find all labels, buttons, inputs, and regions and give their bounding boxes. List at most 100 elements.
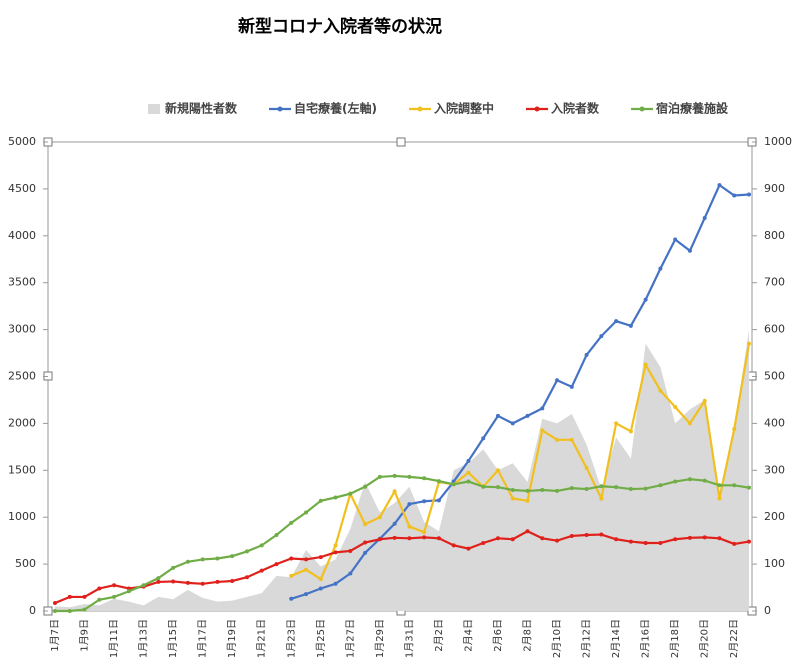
point (304, 592, 309, 597)
point (555, 488, 560, 493)
point (628, 487, 633, 492)
point (658, 540, 663, 545)
x-tick-label: 2月10日 (551, 619, 563, 658)
point (289, 520, 294, 525)
point (673, 237, 678, 242)
point (289, 573, 294, 578)
point (392, 489, 397, 494)
point (643, 362, 648, 367)
point (171, 579, 176, 584)
y2-tick-label: 500 (764, 370, 785, 383)
point (407, 474, 412, 479)
legend-label: 宿泊療養施設 (656, 101, 729, 116)
point (643, 540, 648, 545)
x-tick-label: 2月4日 (462, 619, 474, 652)
point (171, 565, 176, 570)
x-tick-label: 1月19日 (226, 619, 238, 658)
y2-tick-label: 200 (764, 510, 785, 523)
y-tick-label: 4000 (8, 229, 36, 242)
point (333, 581, 338, 586)
legend-label: 自宅療養(左軸) (294, 101, 377, 116)
point (451, 543, 456, 548)
point (67, 594, 72, 599)
point (687, 248, 692, 253)
legend-marker (417, 106, 423, 112)
x-tick-label: 2月22日 (728, 619, 740, 658)
point (185, 559, 190, 564)
legend-label: 新規陽性者数 (165, 101, 238, 116)
x-tick-label: 1月9日 (79, 619, 91, 652)
point (126, 589, 131, 594)
legend-label: 入院者数 (551, 101, 600, 116)
point (304, 567, 309, 572)
point (495, 413, 500, 418)
x-tick-label: 1月11日 (108, 619, 120, 658)
point (540, 428, 545, 433)
point (82, 594, 87, 599)
point (466, 458, 471, 463)
y2-tick-label: 900 (764, 182, 785, 195)
x-tick-label: 2月8日 (522, 619, 534, 652)
x-tick-label: 2月18日 (669, 619, 681, 658)
point (569, 486, 574, 491)
x-tick-label: 1月13日 (138, 619, 150, 658)
point (53, 609, 57, 613)
point (215, 579, 220, 584)
point (141, 583, 146, 588)
point (67, 609, 72, 613)
x-tick-label: 2月2日 (433, 619, 445, 652)
line (55, 474, 750, 613)
point (481, 436, 486, 441)
point (230, 554, 235, 559)
point (643, 297, 648, 302)
x-tick-label: 1月17日 (197, 619, 209, 658)
point (377, 537, 382, 542)
point (732, 541, 737, 546)
point (466, 470, 471, 475)
point (97, 597, 102, 602)
point (318, 555, 323, 560)
point (628, 429, 633, 434)
y2-tick-label: 0 (764, 604, 771, 617)
point (584, 533, 589, 538)
point (510, 421, 515, 426)
point (525, 529, 530, 534)
point (732, 193, 737, 198)
point (407, 536, 412, 541)
point (643, 486, 648, 491)
y-tick-label: 1000 (8, 510, 36, 523)
point (658, 483, 663, 488)
y2-tick-label: 400 (764, 416, 785, 429)
point (289, 596, 294, 601)
x-tick-label: 1月7日 (49, 619, 61, 652)
point (702, 535, 707, 540)
area (55, 329, 749, 611)
legend-marker (534, 106, 540, 112)
point (392, 473, 397, 478)
point (658, 266, 663, 271)
point (392, 521, 397, 526)
point (304, 510, 309, 515)
y-tick-label: 5000 (8, 135, 36, 148)
point (422, 530, 427, 535)
point (348, 491, 353, 496)
legend-label: 入院調整中 (434, 101, 494, 116)
point (156, 576, 161, 581)
point (584, 487, 589, 492)
point (717, 536, 722, 541)
point (495, 536, 500, 541)
point (200, 557, 205, 562)
point (53, 601, 57, 606)
point (687, 421, 692, 426)
point (392, 535, 397, 540)
y-tick-label: 1500 (8, 463, 36, 476)
point (569, 437, 574, 442)
point (407, 502, 412, 507)
point (244, 575, 249, 580)
point (732, 427, 737, 432)
point (363, 484, 368, 489)
point (673, 537, 678, 542)
point (584, 352, 589, 357)
y2-tick-label: 300 (764, 463, 785, 476)
